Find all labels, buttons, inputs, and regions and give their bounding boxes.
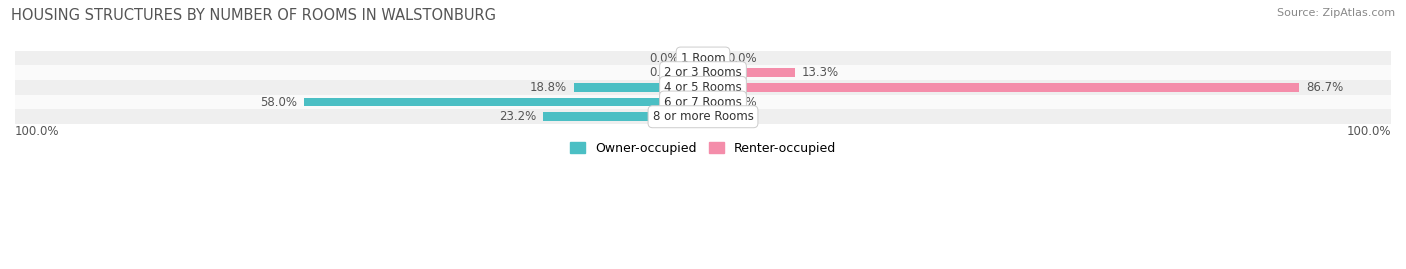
Text: 0.0%: 0.0%: [727, 52, 756, 65]
Text: 0.0%: 0.0%: [727, 95, 756, 109]
Bar: [543, 112, 703, 121]
Text: 86.7%: 86.7%: [1306, 81, 1344, 94]
Text: 8 or more Rooms: 8 or more Rooms: [652, 110, 754, 123]
Bar: [703, 112, 720, 121]
Text: 0.0%: 0.0%: [650, 66, 679, 79]
Legend: Owner-occupied, Renter-occupied: Owner-occupied, Renter-occupied: [565, 137, 841, 160]
Bar: [15, 51, 1391, 65]
Text: 0.0%: 0.0%: [727, 110, 756, 123]
Text: 6 or 7 Rooms: 6 or 7 Rooms: [664, 95, 742, 109]
Text: 100.0%: 100.0%: [1347, 125, 1391, 138]
Text: 100.0%: 100.0%: [15, 125, 59, 138]
Text: 13.3%: 13.3%: [801, 66, 838, 79]
Text: HOUSING STRUCTURES BY NUMBER OF ROOMS IN WALSTONBURG: HOUSING STRUCTURES BY NUMBER OF ROOMS IN…: [11, 8, 496, 23]
Bar: [703, 68, 794, 77]
Bar: [15, 65, 1391, 80]
Text: 23.2%: 23.2%: [499, 110, 537, 123]
Bar: [703, 98, 720, 106]
Bar: [15, 80, 1391, 95]
Text: 18.8%: 18.8%: [530, 81, 567, 94]
Text: 1 Room: 1 Room: [681, 52, 725, 65]
Bar: [15, 109, 1391, 124]
Text: 0.0%: 0.0%: [650, 52, 679, 65]
Bar: [686, 68, 703, 77]
Bar: [703, 83, 1299, 92]
Text: 4 or 5 Rooms: 4 or 5 Rooms: [664, 81, 742, 94]
Bar: [574, 83, 703, 92]
Text: 58.0%: 58.0%: [260, 95, 297, 109]
Bar: [304, 98, 703, 106]
Text: 2 or 3 Rooms: 2 or 3 Rooms: [664, 66, 742, 79]
Bar: [15, 95, 1391, 109]
Bar: [703, 54, 720, 62]
Text: Source: ZipAtlas.com: Source: ZipAtlas.com: [1277, 8, 1395, 18]
Bar: [686, 54, 703, 62]
